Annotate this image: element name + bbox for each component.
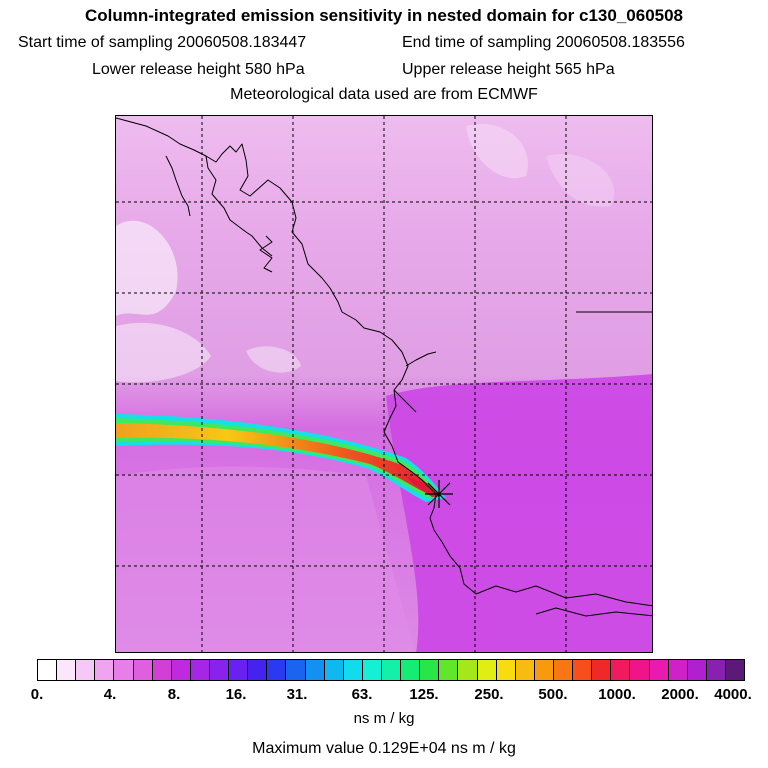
colorbar-segment (305, 660, 325, 680)
colorbar-tick-label: 0. (30, 686, 44, 703)
colorbar-segment (401, 660, 421, 680)
colorbar-segment (573, 660, 593, 680)
colorbar-segment (534, 660, 554, 680)
colorbar-segment (152, 660, 172, 680)
colorbar-segment (343, 660, 363, 680)
colorbar-segment (57, 660, 77, 680)
low-sensitivity-patch (116, 220, 178, 316)
colorbar-tick-label: 500. (538, 686, 568, 703)
colorbar-segment (95, 660, 115, 680)
colorbar-segment (477, 660, 497, 680)
colorbar-segment (324, 660, 344, 680)
colorbar-tick-label: 4000. (714, 686, 752, 703)
colorbar-segment (668, 660, 688, 680)
upper-release-height-text: Upper release height 565 hPa (402, 61, 615, 78)
colorbar-segment (649, 660, 669, 680)
lower-release-height-text: Lower release height 580 hPa (92, 61, 305, 78)
colorbar-tick-label: 250. (474, 686, 504, 703)
colorbar-segment (725, 660, 745, 680)
plume-core (116, 423, 438, 495)
colorbar-segment (114, 660, 134, 680)
colorbar-segment (267, 660, 287, 680)
colorbar-segment (687, 660, 707, 680)
colorbar-tick-label: 8. (167, 686, 181, 703)
colorbar-segment (592, 660, 612, 680)
high-sensitivity-region (386, 374, 652, 652)
emission-sensitivity-map (115, 115, 653, 653)
colorbar (37, 659, 745, 681)
colorbar-tick-label: 4. (103, 686, 117, 703)
met-data-source-text: Meteorological data used are from ECMWF (230, 86, 538, 103)
colorbar-tick-label: 31. (286, 686, 308, 703)
coastline (116, 117, 652, 617)
maximum-value-text: Maximum value 0.129E+04 ns m / kg (252, 740, 516, 757)
colorbar-tick-label: 2000. (661, 686, 699, 703)
colorbar-units: ns m / kg (353, 710, 415, 727)
colorbar-segment (362, 660, 382, 680)
colorbar-segment (209, 660, 230, 680)
colorbar-segment (190, 660, 210, 680)
colorbar-segment (381, 660, 402, 680)
colorbar-segment (420, 660, 440, 680)
colorbar-segment (553, 660, 574, 680)
colorbar-segment (248, 660, 268, 680)
colorbar-tick-label: 125. (409, 686, 439, 703)
colorbar-tick-label: 1000. (598, 686, 636, 703)
release-point-marker (425, 480, 453, 508)
colorbar-segment (611, 660, 631, 680)
colorbar-segment (229, 660, 249, 680)
colorbar-segment (171, 660, 191, 680)
colorbar-segment (439, 660, 459, 680)
colorbar-segment (38, 660, 58, 680)
colorbar-segment (76, 660, 96, 680)
end-time-text: End time of sampling 20060508.183556 (402, 34, 685, 51)
colorbar-segment (458, 660, 478, 680)
start-time-text: Start time of sampling 20060508.183447 (18, 34, 307, 51)
map-title: Column-integrated emission sensitivity i… (84, 6, 684, 25)
colorbar-segment (630, 660, 650, 680)
colorbar-segment (133, 660, 153, 680)
colorbar-tick-label: 63. (351, 686, 373, 703)
colorbar-segment (706, 660, 726, 680)
colorbar-segment (286, 660, 306, 680)
colorbar-segment (496, 660, 516, 680)
colorbar-segment (515, 660, 535, 680)
colorbar-tick-label: 16. (225, 686, 247, 703)
